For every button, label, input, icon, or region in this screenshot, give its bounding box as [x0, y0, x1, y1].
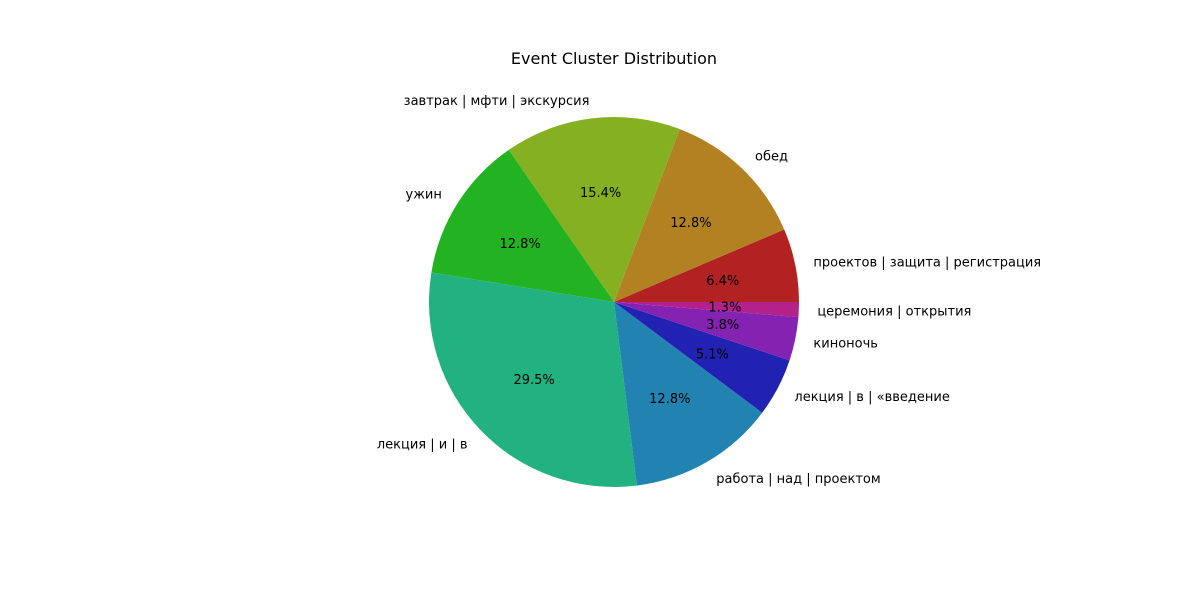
pie-category-label: завтрак | мфти | экскурсия — [404, 94, 590, 109]
pie-slice-9 — [614, 302, 799, 318]
pie-percent-label: 15.4% — [580, 186, 621, 201]
pie-category-label: проектов | защита | регистрация — [813, 255, 1041, 270]
pie-slice-6 — [614, 302, 763, 486]
pie-slice-4 — [431, 149, 614, 302]
pie-category-label: работа | над | проектом — [716, 472, 880, 487]
pie-percent-label: 6.4% — [706, 274, 739, 289]
pie-slice-3 — [508, 116, 680, 302]
pie-slice-2 — [614, 129, 785, 302]
pie-percent-label: 12.8% — [670, 216, 711, 231]
pie-slice-7 — [614, 302, 790, 413]
pie-category-label: церемония | открытия — [817, 304, 971, 319]
pie-percent-label: 5.1% — [696, 347, 729, 362]
pie-slices — [429, 116, 799, 487]
pie-slice-5 — [429, 272, 637, 487]
pie-percent-label: 29.5% — [513, 373, 554, 388]
chart-title: Event Cluster Distribution — [511, 49, 717, 68]
pie-slice-8 — [614, 302, 799, 361]
pie-category-label: ужин — [406, 187, 442, 202]
pie-category-label: лекция | в | «введение — [794, 390, 949, 405]
pie-category-label: обед — [755, 149, 788, 164]
pie-percent-label: 1.3% — [708, 301, 741, 316]
pie-category-label: лекция | и | в — [377, 437, 468, 452]
pie-percent-label: 3.8% — [706, 318, 739, 333]
pie-category-labels: проектов | защита | регистрация обед завтр… — [377, 94, 1041, 487]
pie-percent-labels: 6.4% 12.8% 15.4% 12.8% 29.5% 12.8% 5.1% 3.8% 1.3… — [499, 186, 741, 407]
pie-percent-label: 12.8% — [649, 392, 690, 407]
pie-slice-1 — [614, 229, 799, 302]
pie-percent-label: 12.8% — [499, 237, 540, 252]
pie-category-label: киноночь — [813, 337, 878, 352]
